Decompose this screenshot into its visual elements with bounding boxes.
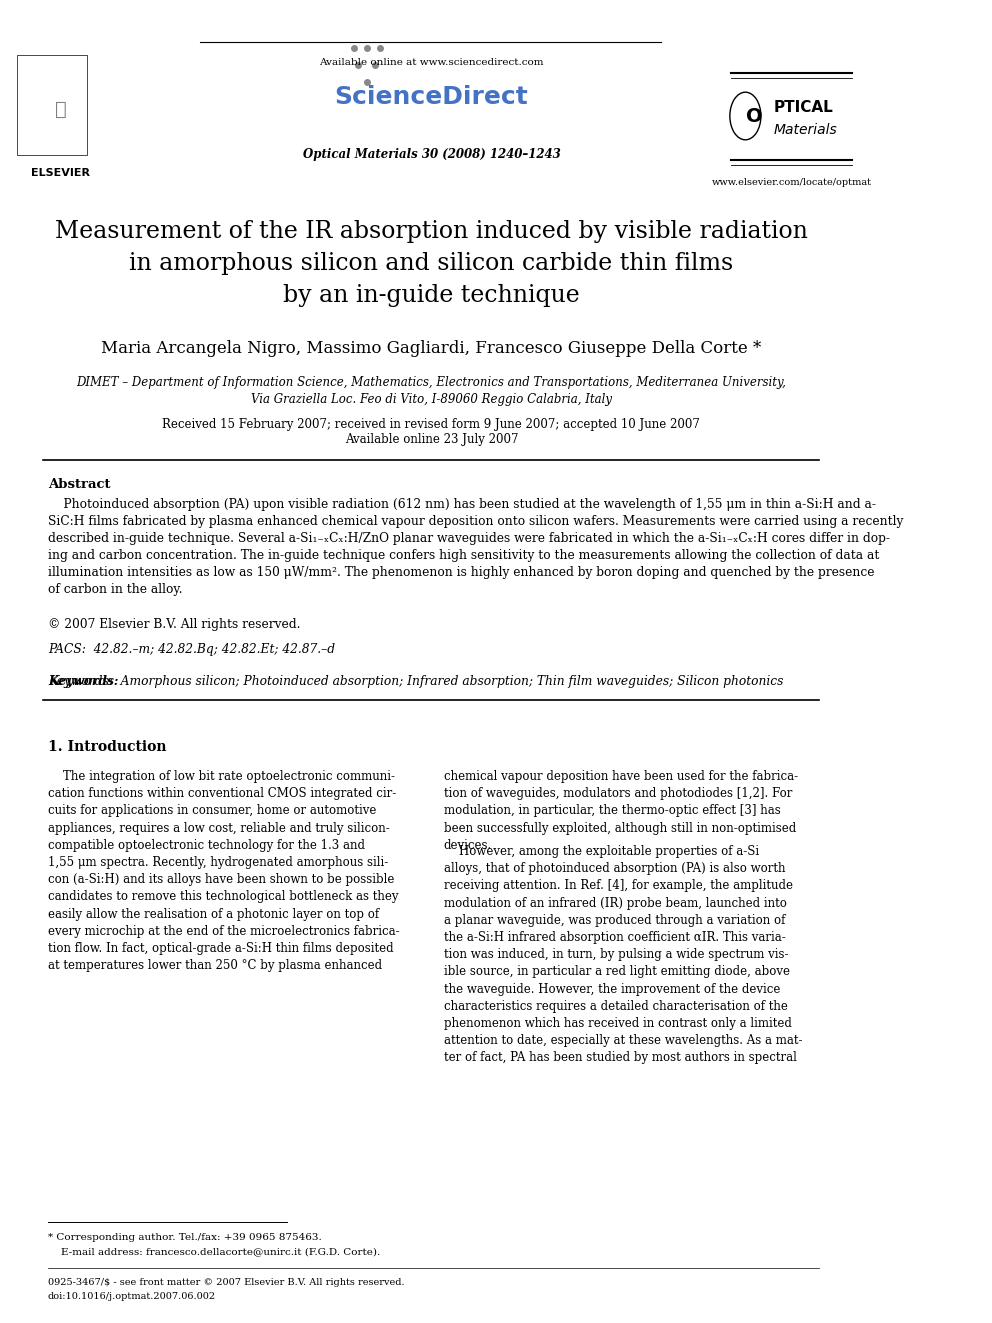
Text: Received 15 February 2007; received in revised form 9 June 2007; accepted 10 Jun: Received 15 February 2007; received in r… [163, 418, 700, 431]
Text: Available online 23 July 2007: Available online 23 July 2007 [344, 433, 518, 446]
Text: chemical vapour deposition have been used for the fabrica-
tion of waveguides, m: chemical vapour deposition have been use… [443, 770, 798, 852]
Text: PACS:  42.82.–m; 42.82.Bq; 42.82.Et; 42.87.–d: PACS: 42.82.–m; 42.82.Bq; 42.82.Et; 42.8… [48, 643, 335, 656]
Text: ScienceDirect: ScienceDirect [334, 85, 529, 108]
Text: DIMET – Department of Information Science, Mathematics, Electronics and Transpor: DIMET – Department of Information Scienc… [76, 376, 787, 389]
Text: by an in-guide technique: by an in-guide technique [283, 284, 579, 307]
Text: doi:10.1016/j.optmat.2007.06.002: doi:10.1016/j.optmat.2007.06.002 [48, 1293, 216, 1301]
Text: Via Graziella Loc. Feo di Vito, I-89060 Reggio Calabria, Italy: Via Graziella Loc. Feo di Vito, I-89060 … [251, 393, 612, 406]
Text: However, among the exploitable properties of a-Si
alloys, that of photoinduced a: However, among the exploitable propertie… [443, 845, 803, 1065]
Text: 0925-3467/$ - see front matter © 2007 Elsevier B.V. All rights reserved.: 0925-3467/$ - see front matter © 2007 El… [48, 1278, 405, 1287]
Text: Abstract: Abstract [48, 478, 110, 491]
Text: 1. Introduction: 1. Introduction [48, 740, 167, 754]
Text: in amorphous silicon and silicon carbide thin films: in amorphous silicon and silicon carbide… [129, 251, 733, 275]
Text: PTICAL: PTICAL [774, 101, 834, 115]
Text: ELSEVIER: ELSEVIER [32, 168, 90, 179]
Text: E-mail address: francesco.dellacorte@unirc.it (F.G.D. Corte).: E-mail address: francesco.dellacorte@uni… [48, 1248, 380, 1256]
Text: Keywords:  Amorphous silicon; Photoinduced absorption; Infrared absorption; Thin: Keywords: Amorphous silicon; Photoinduce… [48, 675, 784, 688]
Text: Photoinduced absorption (PA) upon visible radiation (612 nm) has been studied at: Photoinduced absorption (PA) upon visibl… [48, 497, 903, 595]
Text: * Corresponding author. Tel./fax: +39 0965 875463.: * Corresponding author. Tel./fax: +39 09… [48, 1233, 321, 1242]
Text: www.elsevier.com/locate/optmat: www.elsevier.com/locate/optmat [711, 179, 872, 187]
Text: 🌳: 🌳 [55, 101, 66, 119]
Text: Available online at www.sciencedirect.com: Available online at www.sciencedirect.co… [319, 58, 544, 67]
Text: Measurement of the IR absorption induced by visible radiation: Measurement of the IR absorption induced… [55, 220, 807, 243]
Text: © 2007 Elsevier B.V. All rights reserved.: © 2007 Elsevier B.V. All rights reserved… [48, 618, 301, 631]
Text: The integration of low bit rate optoelectronic communi-
cation functions within : The integration of low bit rate optoelec… [48, 770, 400, 972]
Text: Maria Arcangela Nigro, Massimo Gagliardi, Francesco Giuseppe Della Corte *: Maria Arcangela Nigro, Massimo Gagliardi… [101, 340, 762, 357]
Text: Optical Materials 30 (2008) 1240–1243: Optical Materials 30 (2008) 1240–1243 [303, 148, 560, 161]
Text: Materials: Materials [774, 123, 838, 138]
Text: O: O [746, 106, 763, 126]
FancyBboxPatch shape [18, 56, 87, 155]
Text: Keywords:: Keywords: [48, 675, 118, 688]
